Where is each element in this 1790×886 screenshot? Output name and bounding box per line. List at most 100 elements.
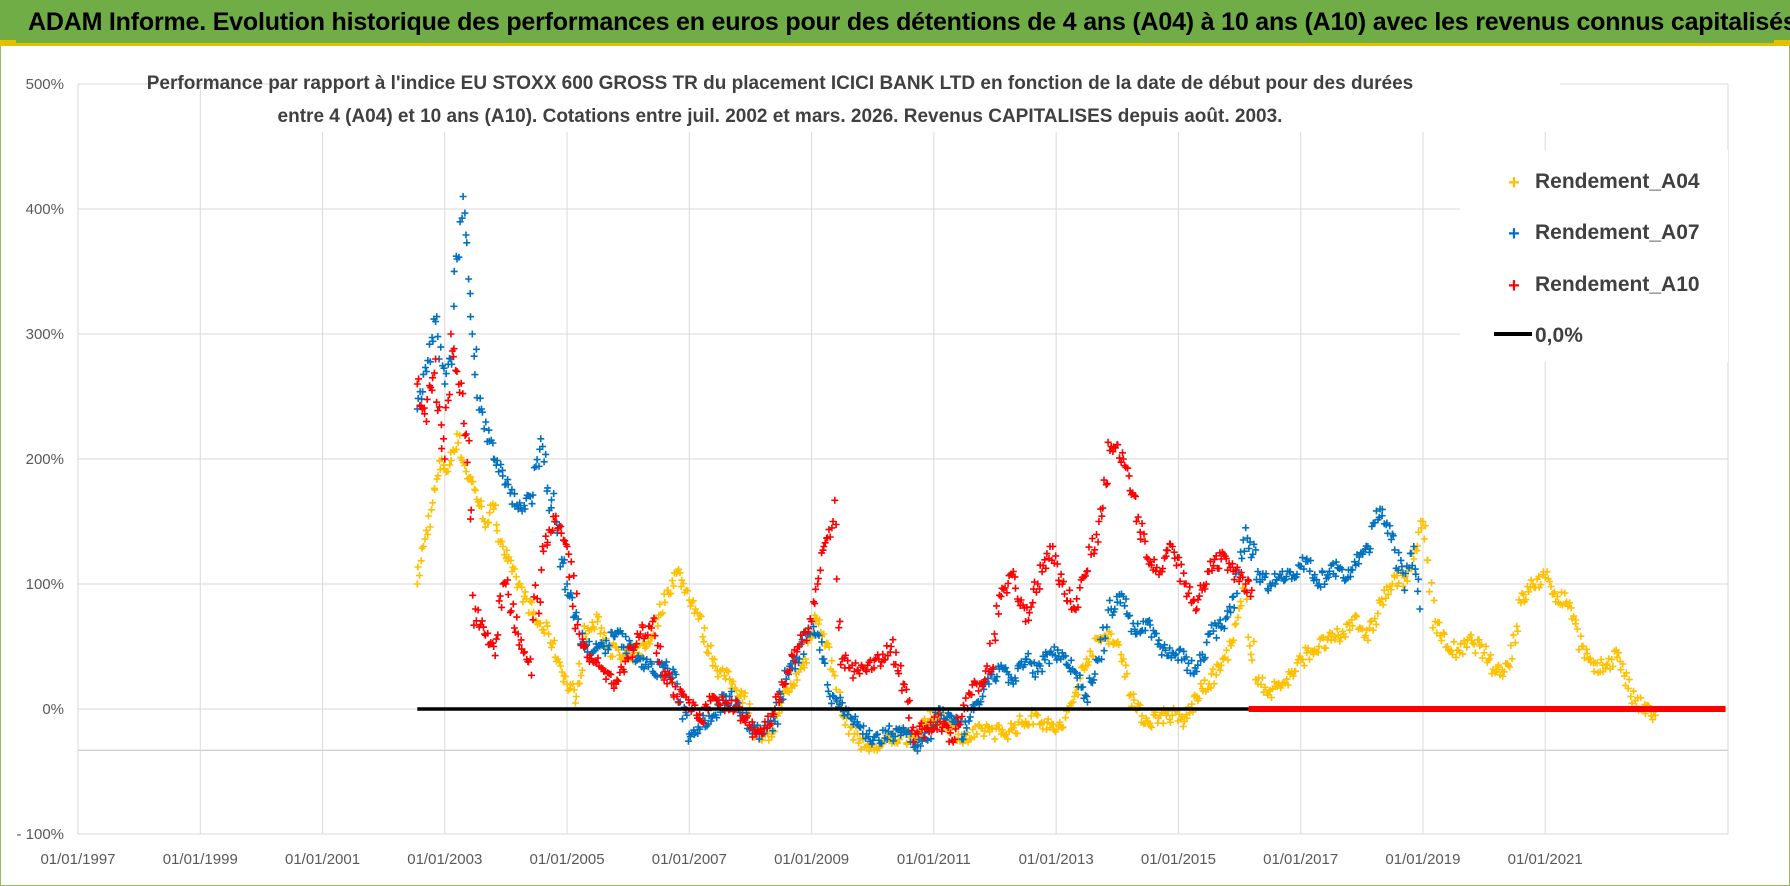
data-point bbox=[1463, 643, 1471, 651]
data-point bbox=[413, 380, 421, 388]
data-point bbox=[1206, 557, 1214, 565]
data-point bbox=[1085, 658, 1093, 666]
data-point bbox=[786, 666, 794, 674]
data-point bbox=[977, 698, 985, 706]
data-point bbox=[482, 418, 490, 426]
data-point bbox=[504, 576, 512, 584]
data-point bbox=[461, 431, 469, 439]
data-point bbox=[611, 633, 619, 641]
data-point bbox=[644, 631, 652, 639]
data-point bbox=[1029, 669, 1037, 677]
data-point bbox=[1450, 638, 1458, 646]
data-point bbox=[1399, 582, 1407, 590]
x-tick-label: 01/01/2007 bbox=[652, 851, 727, 868]
data-point bbox=[440, 364, 448, 372]
data-point bbox=[687, 602, 695, 610]
data-point bbox=[1625, 676, 1633, 684]
data-point bbox=[576, 679, 584, 687]
y-axis-ticks: - 100% 0% 100% 200% 300% 400% 500% bbox=[16, 76, 64, 843]
data-point bbox=[1374, 610, 1382, 617]
data-point bbox=[914, 730, 922, 738]
data-point bbox=[1036, 585, 1044, 593]
data-point bbox=[485, 518, 493, 526]
data-point bbox=[662, 672, 670, 680]
data-point bbox=[675, 565, 682, 573]
data-point bbox=[416, 572, 423, 579]
data-point bbox=[1421, 522, 1429, 530]
data-point bbox=[1146, 722, 1154, 730]
data-point bbox=[1192, 607, 1200, 615]
data-point bbox=[1321, 580, 1329, 588]
data-point bbox=[1190, 670, 1198, 678]
data-point bbox=[1420, 535, 1428, 543]
x-tick-label: 01/01/2005 bbox=[530, 851, 605, 868]
data-point bbox=[962, 694, 970, 702]
data-point bbox=[917, 742, 924, 750]
data-point bbox=[1076, 584, 1084, 592]
data-point bbox=[1417, 517, 1425, 525]
data-point bbox=[562, 540, 570, 548]
data-point bbox=[1619, 660, 1627, 668]
data-point bbox=[1071, 693, 1078, 700]
data-point bbox=[816, 566, 824, 574]
data-point bbox=[1346, 573, 1354, 581]
data-point bbox=[1239, 573, 1247, 581]
data-point bbox=[971, 679, 979, 687]
data-point bbox=[697, 613, 705, 620]
data-point bbox=[1074, 603, 1082, 611]
data-point bbox=[1125, 692, 1133, 700]
data-point bbox=[493, 521, 501, 529]
data-point bbox=[1183, 714, 1191, 722]
data-point bbox=[1053, 560, 1061, 568]
data-point bbox=[1415, 528, 1422, 536]
data-point bbox=[1091, 546, 1099, 554]
data-point bbox=[1117, 458, 1125, 466]
data-point bbox=[692, 605, 699, 613]
data-point bbox=[529, 491, 537, 499]
data-point bbox=[707, 697, 715, 705]
data-point bbox=[1264, 691, 1272, 699]
data-point bbox=[650, 614, 658, 622]
data-point bbox=[1230, 604, 1238, 612]
data-point bbox=[1293, 659, 1301, 667]
data-point bbox=[528, 598, 536, 606]
data-point bbox=[550, 637, 558, 644]
data-point bbox=[696, 725, 704, 733]
data-point bbox=[1246, 642, 1254, 650]
data-point bbox=[434, 472, 442, 480]
data-point bbox=[503, 546, 511, 554]
data-point bbox=[1608, 655, 1616, 663]
data-point bbox=[892, 661, 900, 668]
data-point bbox=[607, 671, 615, 678]
data-point bbox=[518, 583, 526, 591]
data-point bbox=[954, 714, 961, 722]
data-point bbox=[1470, 640, 1478, 648]
data-point bbox=[1247, 650, 1255, 658]
data-point bbox=[1207, 670, 1215, 678]
data-point bbox=[1362, 632, 1370, 639]
data-point bbox=[741, 689, 749, 697]
data-point bbox=[616, 651, 624, 659]
data-point bbox=[670, 693, 678, 701]
data-point bbox=[932, 721, 940, 729]
data-point bbox=[1559, 601, 1566, 609]
data-point bbox=[835, 624, 843, 632]
data-point bbox=[1159, 565, 1167, 572]
data-point bbox=[528, 500, 536, 508]
data-point bbox=[1072, 669, 1080, 677]
x-tick-label: 01/01/2015 bbox=[1141, 851, 1216, 868]
data-point bbox=[1031, 578, 1038, 586]
data-point bbox=[1346, 626, 1354, 634]
data-point bbox=[1176, 577, 1184, 585]
data-point bbox=[859, 730, 867, 738]
data-point bbox=[474, 606, 482, 614]
data-point bbox=[491, 652, 499, 660]
data-point bbox=[480, 623, 487, 631]
data-point bbox=[555, 658, 563, 666]
data-point bbox=[476, 394, 484, 402]
data-point bbox=[699, 719, 707, 727]
data-point bbox=[512, 573, 520, 581]
data-point bbox=[470, 621, 478, 629]
data-point bbox=[489, 439, 497, 447]
data-point bbox=[1052, 725, 1060, 733]
